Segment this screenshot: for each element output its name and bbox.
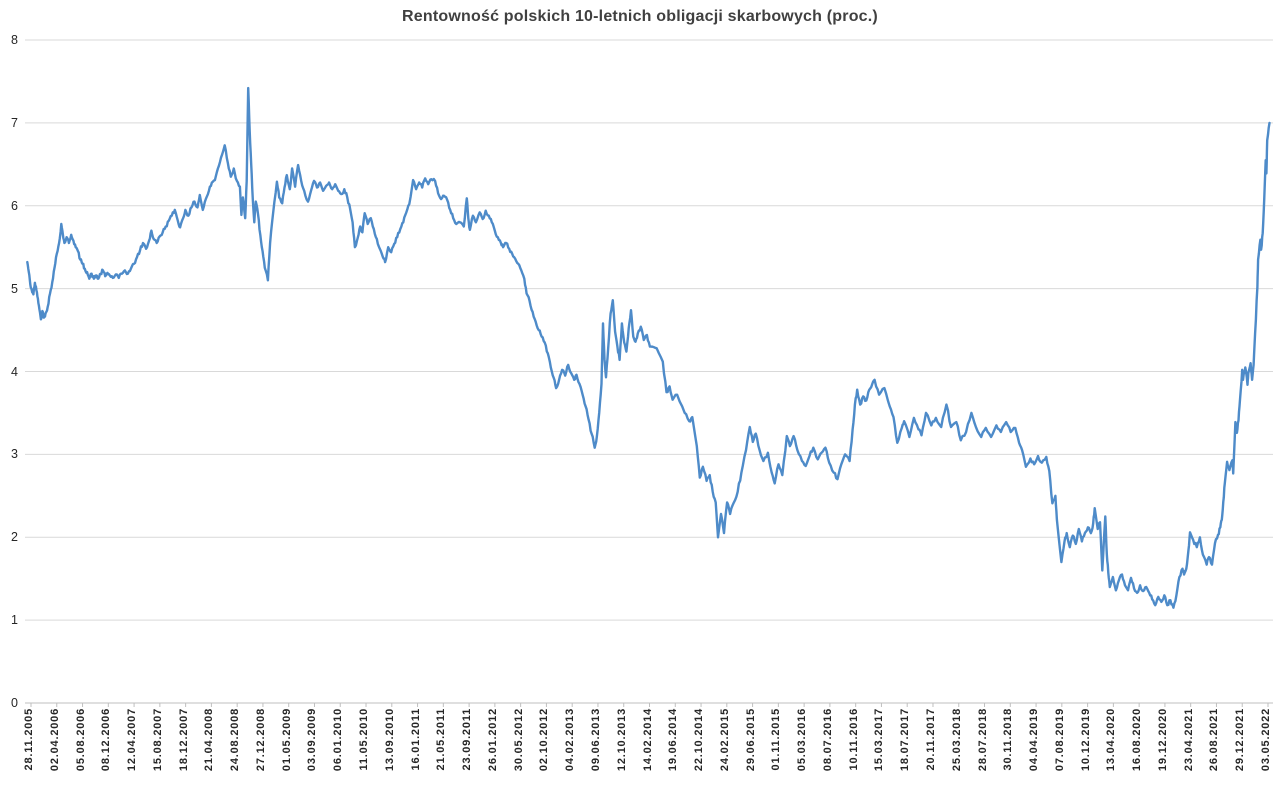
x-tick-label: 04.02.2013 <box>564 708 577 772</box>
x-tick-label: 10.12.2019 <box>1079 708 1092 772</box>
x-tick-label: 28.07.2018 <box>976 708 989 772</box>
x-tick-label: 10.11.2016 <box>847 708 860 771</box>
x-tick-label: 08.12.2006 <box>100 708 113 772</box>
x-tick-label: 29.06.2015 <box>744 708 757 772</box>
x-tick-label: 02.04.2006 <box>48 708 61 772</box>
x-tick-label: 24.08.2008 <box>229 708 242 772</box>
x-tick-label: 16.01.2011 <box>409 708 422 771</box>
x-tick-label: 18.07.2017 <box>899 708 912 772</box>
x-tick-label: 01.11.2015 <box>770 708 783 771</box>
x-tick-label: 30.11.2018 <box>1002 708 1015 771</box>
chart-title: Rentowność polskich 10-letnich obligacji… <box>402 8 878 25</box>
x-tick-label: 04.04.2019 <box>1028 708 1041 772</box>
x-tick-label: 13.04.2020 <box>1105 708 1118 772</box>
x-tick-label: 29.12.2021 <box>1234 708 1247 772</box>
x-tick-label: 18.12.2007 <box>177 708 190 772</box>
x-tick-label: 19.12.2020 <box>1156 708 1169 772</box>
y-tick-label: 3 <box>11 447 18 462</box>
x-tick-label: 27.12.2008 <box>254 708 267 772</box>
x-tick-label: 28.11.2005 <box>23 708 35 771</box>
y-tick-label: 8 <box>11 33 18 47</box>
x-tick-label: 03.05.2022 <box>1260 708 1272 772</box>
x-tick-label: 22.10.2014 <box>693 708 706 772</box>
x-tick-label: 20.11.2017 <box>924 708 937 771</box>
x-tick-label: 21.04.2008 <box>203 708 216 772</box>
x-tick-label: 12.04.2007 <box>126 708 139 772</box>
x-tick-label: 06.01.2010 <box>332 708 345 772</box>
x-tick-label: 13.09.2010 <box>383 708 396 772</box>
y-tick-label: 0 <box>11 696 18 710</box>
y-tick-label: 7 <box>11 115 18 130</box>
y-tick-label: 6 <box>11 198 18 213</box>
x-tick-label: 01.05.2009 <box>280 708 293 772</box>
x-tick-label: 15.08.2007 <box>151 708 164 772</box>
gridlines <box>25 39 1273 704</box>
x-tick-label: 23.04.2021 <box>1182 708 1195 772</box>
y-tick-label: 5 <box>11 281 18 296</box>
series-line-yield <box>26 86 1271 609</box>
x-tick-label: 03.09.2009 <box>306 708 319 772</box>
x-tick-label: 15.03.2017 <box>873 708 886 772</box>
x-tick-label: 05.08.2006 <box>74 708 87 772</box>
x-tick-label: 19.06.2014 <box>667 708 680 772</box>
x-tick-marks <box>30 703 1269 707</box>
x-tick-label: 02.10.2012 <box>538 708 551 772</box>
x-tick-label: 16.08.2020 <box>1131 708 1144 772</box>
y-tick-label: 2 <box>11 530 18 545</box>
y-tick-label: 4 <box>11 364 18 379</box>
x-tick-label: 23.09.2011 <box>461 708 474 771</box>
x-tick-label: 26.01.2012 <box>486 708 499 772</box>
x-tick-label: 30.05.2012 <box>512 708 525 772</box>
y-tick-label: 1 <box>11 613 18 628</box>
x-tick-label: 07.08.2019 <box>1053 708 1066 772</box>
x-tick-label: 09.06.2013 <box>589 708 602 772</box>
x-tick-label: 08.07.2016 <box>821 708 834 772</box>
x-tick-label: 12.10.2013 <box>615 708 628 772</box>
x-tick-label: 05.03.2016 <box>796 708 809 772</box>
x-tick-label: 21.05.2011 <box>435 708 448 771</box>
x-tick-label: 11.05.2010 <box>358 708 371 771</box>
x-tick-label: 26.08.2021 <box>1208 708 1221 772</box>
x-tick-label: 25.03.2018 <box>950 708 963 772</box>
x-tick-label: 24.02.2015 <box>718 708 731 772</box>
x-tick-label: 14.02.2014 <box>641 708 654 772</box>
